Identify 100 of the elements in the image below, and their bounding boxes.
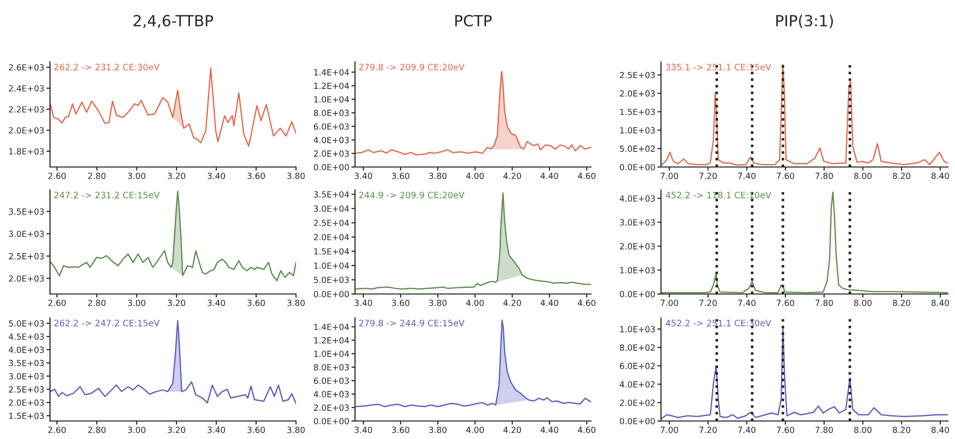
x-tick-label: 3.20 xyxy=(168,172,186,180)
y-tick-label: 2.0E+03 xyxy=(620,243,655,250)
y-tick-label: 0.0E+00 xyxy=(620,418,655,424)
x-tick-label: 7.60 xyxy=(776,300,794,306)
x-tick-label: 2.80 xyxy=(88,172,106,180)
y-tick-label: 1.5E+03 xyxy=(620,108,655,116)
x-tick-label: 3.80 xyxy=(287,426,305,434)
annotation: 335.1 -> 251.1 CE:15eV xyxy=(666,64,772,70)
y-tick-label: 4.5E+03 xyxy=(8,333,44,340)
y-tick-label: 2.0E+02 xyxy=(620,400,655,406)
x-tick-label: 3.40 xyxy=(354,172,372,180)
y-tick-label: 0.0E+00 xyxy=(314,164,349,170)
y-tick-label: 1.0E+03 xyxy=(620,127,655,134)
x-tick-label: 7.40 xyxy=(738,300,756,306)
y-tick-label: 4.0E+03 xyxy=(314,136,349,144)
x-tick-label: 3.60 xyxy=(248,300,265,306)
x-tick-label: 4.20 xyxy=(503,172,521,180)
y-tick-label: 1.2E+04 xyxy=(314,337,349,344)
chart-title: PCTP xyxy=(455,14,492,26)
x-tick-label: 2.60 xyxy=(48,426,66,434)
y-tick-label: 2.5E+03 xyxy=(8,386,44,393)
x-tick-label: 8.00 xyxy=(854,172,872,180)
x-tick-label: 4.00 xyxy=(466,426,484,434)
y-tick-label: 3.0E+03 xyxy=(8,230,44,238)
x-tick-label: 4.60 xyxy=(578,172,596,180)
y-tick-label: 2.0E+03 xyxy=(314,404,349,411)
x-tick-label: 3.60 xyxy=(248,172,265,180)
y-tick-label: 2.0E+03 xyxy=(620,90,655,97)
x-tick-label: 2.80 xyxy=(88,426,106,434)
annotation: 452.2 -> 118.1 CE:10eV xyxy=(666,192,772,198)
y-tick-label: 8.0E+03 xyxy=(314,364,349,370)
x-tick-label: 7.20 xyxy=(699,172,717,180)
y-tick-label: 1.4E+04 xyxy=(314,324,349,330)
x-tick-label: 4.20 xyxy=(503,426,521,434)
y-tick-label: 0.0E+00 xyxy=(620,164,655,170)
x-tick-label: 3.80 xyxy=(287,300,305,306)
y-tick-label: 2.4E+03 xyxy=(8,85,44,92)
x-tick-label: 3.80 xyxy=(429,300,447,306)
y-tick-label: 2.5E+03 xyxy=(620,72,655,78)
x-tick-label: 8.40 xyxy=(932,300,949,306)
x-tick-label: 3.60 xyxy=(392,426,410,434)
y-tick-label: 2.0E+03 xyxy=(8,275,44,282)
x-tick-label: 2.60 xyxy=(48,300,66,306)
y-tick-label: 2.6E+03 xyxy=(8,64,44,71)
y-tick-label: 3.5E+03 xyxy=(8,208,44,215)
x-tick-label: 3.00 xyxy=(128,426,146,434)
y-tick-label: 2.0E+03 xyxy=(8,399,44,406)
x-tick-label: 3.00 xyxy=(128,300,146,306)
x-tick-label: 4.40 xyxy=(540,172,558,180)
y-tick-label: 1.0E+04 xyxy=(314,96,349,103)
x-tick-label: 3.40 xyxy=(354,426,372,434)
x-tick-label: 3.20 xyxy=(168,426,186,434)
x-tick-label: 3.00 xyxy=(128,172,146,180)
x-tick-label: 4.40 xyxy=(540,300,558,306)
x-tick-label: 8.20 xyxy=(892,172,910,180)
x-tick-label: 8.20 xyxy=(892,300,910,306)
x-tick-label: 3.40 xyxy=(208,426,226,434)
annotation: 452.2 -> 251.1 CE:30eV xyxy=(666,320,772,326)
y-tick-label: 2.0E+03 xyxy=(8,127,44,134)
y-tick-label: 2.5E+03 xyxy=(8,253,44,260)
x-tick-label: 7.20 xyxy=(699,300,717,306)
x-tick-label: 4.60 xyxy=(578,300,596,306)
x-tick-label: 3.60 xyxy=(392,300,410,306)
x-tick-label: 3.80 xyxy=(429,172,447,180)
y-tick-label: 3.5E+03 xyxy=(8,360,44,366)
x-tick-label: 3.80 xyxy=(287,172,305,180)
y-tick-label: 4.0E+03 xyxy=(314,391,349,398)
x-tick-label: 7.20 xyxy=(699,426,717,434)
x-tick-label: 3.40 xyxy=(208,172,226,180)
annotation: 279.8 -> 209.9 CE:20eV xyxy=(359,64,464,70)
y-tick-label: 8.0E+02 xyxy=(620,344,655,351)
x-tick-label: 7.40 xyxy=(738,172,756,180)
x-tick-label: 8.20 xyxy=(892,426,910,434)
x-tick-label: 4.20 xyxy=(503,300,521,306)
y-tick-label: 1.0E+03 xyxy=(620,267,655,274)
y-tick-label: 5.0E+03 xyxy=(8,320,44,327)
y-tick-label: 4.0E+03 xyxy=(8,346,44,353)
x-tick-label: 7.40 xyxy=(738,426,756,434)
y-tick-label: 1.5E+04 xyxy=(314,248,349,255)
y-tick-label: 1.2E+04 xyxy=(314,82,349,89)
x-tick-label: 8.00 xyxy=(854,300,872,306)
y-tick-label: 0.0E+00 xyxy=(314,290,349,298)
x-tick-label: 3.20 xyxy=(168,300,186,306)
x-tick-label: 3.60 xyxy=(392,172,410,180)
x-tick-label: 7.00 xyxy=(660,426,678,434)
y-tick-label: 6.0E+03 xyxy=(314,378,349,384)
x-tick-label: 7.80 xyxy=(816,300,833,306)
y-tick-label: 2.0E+03 xyxy=(314,150,349,157)
x-tick-label: 3.80 xyxy=(429,426,447,434)
x-tick-label: 7.60 xyxy=(776,426,794,434)
x-tick-label: 8.40 xyxy=(932,172,949,180)
annotation: 247.2 -> 231.2 CE:15eV xyxy=(54,192,160,198)
x-tick-label: 7.80 xyxy=(816,426,833,434)
annotation: 262.2 -> 247.2 CE:15eV xyxy=(54,320,160,326)
y-tick-label: 1.4E+04 xyxy=(314,69,349,76)
x-tick-label: 4.00 xyxy=(466,300,484,306)
x-tick-label: 4.00 xyxy=(466,172,484,180)
y-tick-label: 1.5E+03 xyxy=(9,412,44,420)
x-tick-label: 8.00 xyxy=(854,426,872,434)
y-tick-label: 2.5E+04 xyxy=(314,220,349,226)
